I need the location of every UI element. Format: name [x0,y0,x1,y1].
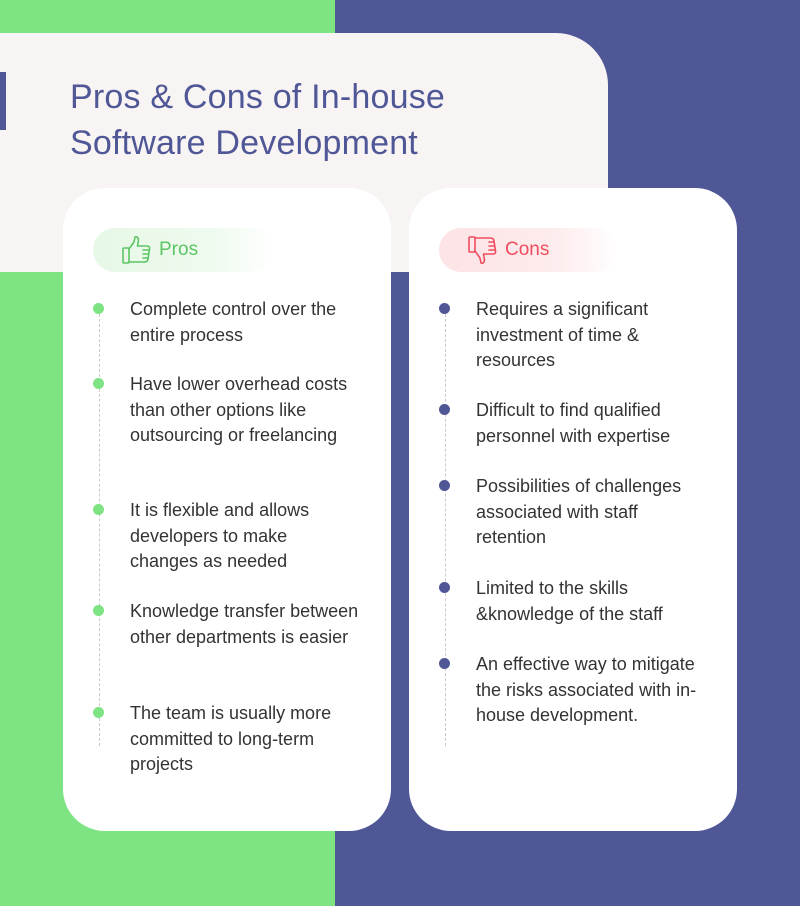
list-item-text: Possibilities of challenges associated w… [476,476,682,547]
list-item-text: An effective way to mitigate the risks a… [476,654,697,725]
bullet-dot [439,658,450,669]
thumbs-down-icon [468,236,497,264]
list-item-text: Limited to the skills &knowledge of the … [476,578,663,624]
pros-label: Pros [159,239,199,260]
cons-header: Cons [439,228,619,272]
bullet-dot [93,605,104,616]
list-item-text: It is flexible and allows developers to … [130,500,310,571]
bullet-dot [93,303,104,314]
bullet-dot [439,303,450,314]
list-item-text: Complete control over the entire process [130,299,337,345]
list-item-text: Knowledge transfer between other departm… [130,601,359,647]
list-item-text: Requires a significant investment of tim… [476,299,649,370]
bullet-dot [93,378,104,389]
bullet-dot [439,582,450,593]
cons-timeline [445,314,446,746]
pros-timeline [99,314,100,746]
pros-header: Pros [93,228,273,272]
bullet-dot [439,480,450,491]
bullet-dot [93,504,104,515]
list-item-text: Difficult to find qualified personnel wi… [476,400,671,446]
list-item-text: Have lower overhead costs than other opt… [130,374,348,445]
bullet-dot [93,707,104,718]
list-item-text: The team is usually more committed to lo… [130,703,332,774]
cons-card: Cons Requires a significant investment o… [409,188,737,831]
title-accent-bar [0,72,6,130]
cons-label: Cons [505,239,550,260]
bullet-dot [439,404,450,415]
pros-card: Pros Complete control over the entire pr… [63,188,391,831]
thumbs-up-icon [122,236,151,264]
page-title: Pros & Cons of In-house Software Develop… [70,78,446,162]
